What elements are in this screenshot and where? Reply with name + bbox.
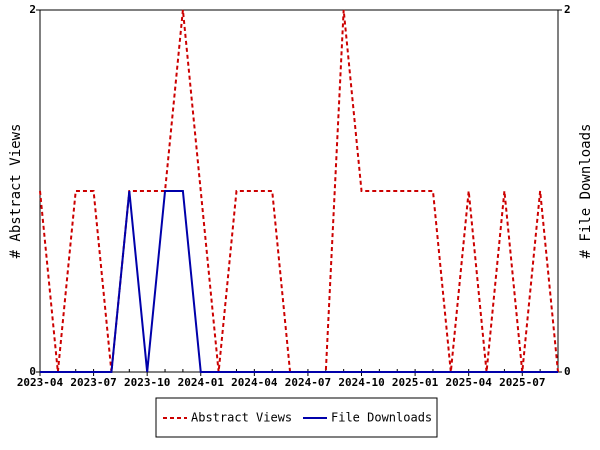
- x-tick-label: 2024-10: [338, 376, 384, 389]
- legend-label: Abstract Views: [191, 411, 292, 425]
- y2-tick-label: 2: [564, 3, 571, 16]
- x-tick-label: 2024-04: [231, 376, 278, 389]
- x-tick-label: 2025-07: [499, 376, 545, 389]
- x-tick-label: 2023-04: [17, 376, 64, 389]
- y2-tick-label: 0: [564, 365, 571, 378]
- y2-axis-label: # File Downloads: [578, 124, 594, 259]
- y-axis-label: # Abstract Views: [8, 124, 24, 259]
- x-tick-label: 2024-07: [285, 376, 331, 389]
- series-line: [40, 190, 558, 373]
- y-tick-label: 2: [29, 3, 36, 16]
- legend-box: [155, 397, 438, 438]
- x-tick-label: 2025-04: [446, 376, 493, 389]
- legend-label: File Downloads: [331, 411, 432, 425]
- x-tick-label: 2025-01: [392, 376, 439, 389]
- x-tick-label: 2023-07: [70, 376, 116, 389]
- x-tick-label: 2023-10: [124, 376, 170, 389]
- x-tick-label: 2024-01: [178, 376, 225, 389]
- y-tick-label: 0: [29, 365, 36, 378]
